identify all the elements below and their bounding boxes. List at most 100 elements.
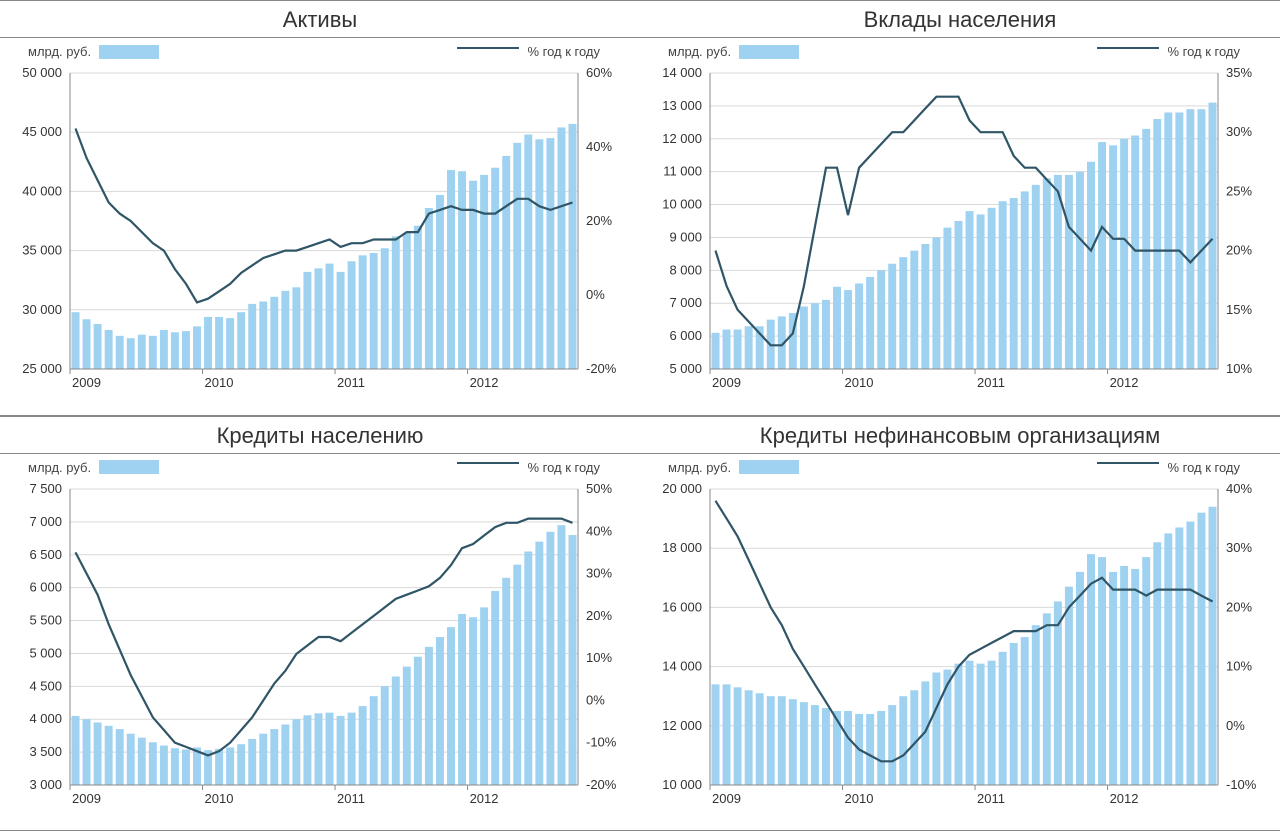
bar bbox=[800, 702, 808, 785]
bar bbox=[1032, 625, 1040, 785]
y2-tick-label: 20% bbox=[586, 213, 612, 228]
legend-bar-label: млрд. руб. bbox=[668, 44, 731, 59]
bar bbox=[513, 143, 521, 369]
bar bbox=[789, 699, 797, 785]
bar bbox=[833, 287, 841, 369]
legend-bar-label: млрд. руб. bbox=[668, 460, 731, 475]
chart-title: Кредиты населению bbox=[0, 417, 640, 454]
bar bbox=[966, 660, 974, 784]
y1-tick-label: 14 000 bbox=[662, 658, 702, 673]
y2-tick-label: 0% bbox=[586, 287, 605, 302]
bar bbox=[215, 748, 223, 784]
bar bbox=[259, 302, 267, 369]
bar bbox=[392, 676, 400, 785]
y1-tick-label: 45 000 bbox=[22, 124, 62, 139]
bar bbox=[403, 233, 411, 369]
bar bbox=[844, 290, 852, 369]
y2-tick-label: 40% bbox=[1226, 481, 1252, 496]
bar bbox=[899, 257, 907, 369]
chart-plot-retail-loans: 3 0003 5004 0004 5005 0005 5006 0006 500… bbox=[12, 481, 628, 811]
y2-tick-label: 60% bbox=[586, 65, 612, 80]
bar bbox=[756, 693, 764, 785]
legend-line-label: % год к году bbox=[1167, 460, 1280, 475]
bar bbox=[888, 705, 896, 785]
bar bbox=[348, 261, 356, 369]
bar bbox=[226, 318, 234, 369]
bar bbox=[734, 330, 742, 369]
bar bbox=[248, 738, 256, 784]
bar bbox=[1032, 185, 1040, 369]
bar bbox=[491, 168, 499, 369]
bar bbox=[392, 236, 400, 369]
bar bbox=[866, 277, 874, 369]
bar bbox=[215, 317, 223, 369]
legend-line-swatch bbox=[1097, 462, 1159, 464]
bar bbox=[381, 248, 389, 369]
bar bbox=[844, 711, 852, 785]
y1-tick-label: 5 000 bbox=[29, 645, 62, 660]
bar bbox=[171, 332, 179, 369]
bar bbox=[866, 713, 874, 784]
x-tick-label: 2010 bbox=[205, 375, 234, 390]
bar bbox=[480, 607, 488, 785]
bar bbox=[315, 268, 323, 369]
bar bbox=[447, 170, 455, 369]
bar bbox=[888, 264, 896, 369]
y1-tick-label: 25 000 bbox=[22, 361, 62, 376]
bar bbox=[1197, 512, 1205, 784]
bar bbox=[502, 156, 510, 369]
bar bbox=[569, 124, 577, 369]
y1-tick-label: 8 000 bbox=[669, 262, 702, 277]
x-tick-label: 2009 bbox=[712, 375, 741, 390]
bar bbox=[778, 696, 786, 785]
bar bbox=[910, 690, 918, 785]
bar bbox=[480, 175, 488, 369]
bar bbox=[458, 613, 466, 784]
bar bbox=[955, 221, 963, 369]
y2-tick-label: -20% bbox=[586, 361, 617, 376]
bar bbox=[877, 711, 885, 785]
bar bbox=[1120, 139, 1128, 369]
bar bbox=[105, 330, 113, 369]
bar bbox=[326, 264, 334, 369]
bar bbox=[259, 733, 267, 784]
bar bbox=[966, 211, 974, 369]
bar bbox=[1186, 109, 1194, 369]
chart-plot-deposits: 5 0006 0007 0008 0009 00010 00011 00012 … bbox=[652, 65, 1268, 395]
legend-bar-swatch bbox=[99, 460, 159, 474]
bar bbox=[458, 171, 466, 369]
bar bbox=[359, 255, 367, 369]
y2-tick-label: 20% bbox=[1226, 599, 1252, 614]
y1-tick-label: 14 000 bbox=[662, 65, 702, 80]
bar bbox=[1153, 542, 1161, 785]
bar bbox=[557, 525, 565, 785]
bar bbox=[943, 228, 951, 369]
bar bbox=[546, 531, 554, 784]
legend-bar-swatch bbox=[739, 45, 799, 59]
y2-tick-label: 10% bbox=[1226, 658, 1252, 673]
bar bbox=[1142, 557, 1150, 785]
x-tick-label: 2012 bbox=[1110, 791, 1139, 806]
bar bbox=[171, 748, 179, 785]
bar bbox=[281, 291, 289, 369]
bar bbox=[447, 627, 455, 785]
y2-tick-label: 40% bbox=[586, 523, 612, 538]
bar bbox=[370, 253, 378, 369]
bar bbox=[1175, 527, 1183, 785]
y1-tick-label: 16 000 bbox=[662, 599, 702, 614]
y1-tick-label: 7 000 bbox=[29, 513, 62, 528]
y1-tick-label: 10 000 bbox=[662, 777, 702, 792]
bar bbox=[436, 195, 444, 369]
bar bbox=[535, 139, 543, 369]
bar bbox=[524, 551, 532, 785]
y1-tick-label: 5 500 bbox=[29, 612, 62, 627]
x-tick-label: 2010 bbox=[205, 791, 234, 806]
y1-tick-label: 6 500 bbox=[29, 546, 62, 561]
x-tick-label: 2009 bbox=[712, 791, 741, 806]
bar bbox=[723, 684, 731, 785]
bar bbox=[237, 744, 245, 785]
bar bbox=[745, 326, 753, 369]
y1-tick-label: 6 000 bbox=[29, 579, 62, 594]
bar bbox=[1065, 586, 1073, 784]
bar bbox=[1164, 112, 1172, 369]
